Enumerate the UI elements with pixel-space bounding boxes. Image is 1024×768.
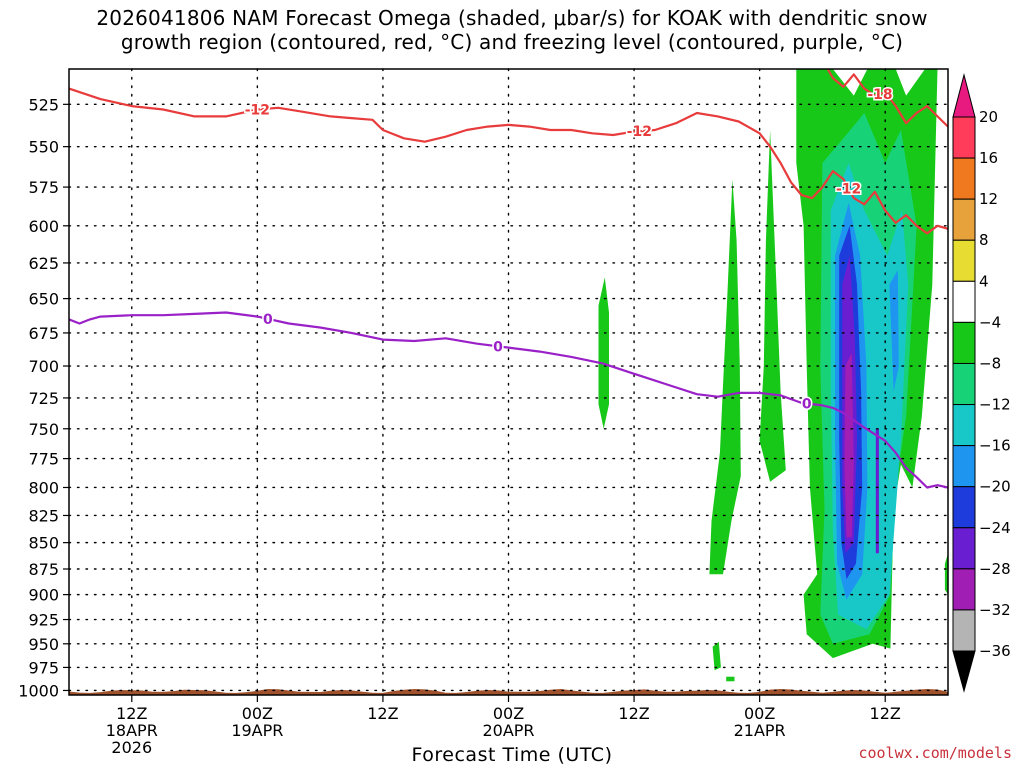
isotherm-minus12 [69,87,948,235]
colorbar-label-5: −4 [979,313,1001,331]
terrain [69,689,948,695]
gridlines [68,68,949,696]
ytick-label-950: 950 [28,635,59,654]
isotherm-minus18-label-0: -18 [867,87,892,103]
ytick-label-800: 800 [28,478,59,497]
ytick-label-825: 825 [28,506,59,525]
terrain-strip [69,689,948,695]
chart-title: 2026041806 NAM Forecast Omega (shaded, μ… [0,6,1024,54]
colorbar-top-arrow [952,73,976,118]
colorbar-label-7: −12 [979,396,1011,414]
colorbar-bin-0 [952,116,976,159]
colorbar-label-2: 12 [979,190,998,208]
colorbar-label-4: 4 [979,272,989,290]
colorbar-bin-9 [952,486,976,529]
omega-region-14 [944,553,948,595]
xtick-label-66-2: 21APR [734,721,786,740]
ytick-label-550: 550 [28,138,59,157]
colorbar-bin-6 [952,362,976,406]
isotherm-minus18 [826,69,948,128]
ytick-label-725: 725 [28,389,59,408]
colorbar-bin-10 [952,527,976,570]
omega-region-9 [889,270,899,392]
colorbar-bin-11 [952,568,976,611]
colorbar-label-11: −28 [979,560,1011,578]
colorbar-bin-1 [952,157,976,200]
ytick-label-525: 525 [28,95,59,114]
colorbar-bin-3 [952,239,976,282]
ytick-label-925: 925 [28,611,59,630]
colorbar-label-8: −16 [979,437,1011,455]
ytick-label-575: 575 [28,178,59,197]
ytick-label-975: 975 [28,658,59,677]
omega-region-12 [844,352,854,538]
ytick-label-625: 625 [28,254,59,273]
omega-region-0 [598,277,609,429]
colorbar-label-12: −32 [979,601,1011,619]
xtick-label-6-2: 18APR [106,721,158,740]
xtick-label-54-1: 12Z [618,704,649,723]
omega-region-13 [875,428,879,554]
omega-region-4 [726,676,735,682]
freezing-level-label-0: 0 [263,312,273,328]
xtick-label-6-3: 2026 [111,738,152,757]
colorbar-bin-7 [952,404,976,447]
xtick-label-78-1: 12Z [870,704,901,723]
credit-link[interactable]: coolwx.com/models [858,744,1012,762]
colorbar: 20 16 12 8 4 −4 −8 −12 −16 −20 −24 −28 −32 −36 [952,73,1011,693]
xtick-label-30-1: 12Z [367,704,398,723]
title-line-1: 2026041806 NAM Forecast Omega (shaded, μ… [96,6,928,30]
colorbar-label-9: −20 [979,478,1011,496]
colorbar-bin-4 [952,280,976,323]
omega-region-2 [759,130,786,482]
axes: 525 550 575 600 625 650 675 700 725 750 775 800 825 8… [18,68,949,757]
freezing-level-label-2: 0 [802,397,812,413]
ytick-label-700: 700 [28,357,59,376]
isotherm-minus12-label-0: -12 [245,103,270,119]
freezing-level-label-1: 0 [493,339,503,355]
colorbar-bin-8 [952,445,976,488]
xtick-label-66-1: 00Z [744,704,775,723]
colorbar-bin-5 [952,321,976,364]
colorbar-label-13: −36 [979,642,1011,660]
ytick-label-650: 650 [28,290,59,309]
title-line-2: growth region (contoured, red, °C) and f… [120,30,904,54]
isotherm-minus12-label-1: -12 [627,124,652,140]
ytick-label-775: 775 [28,450,59,469]
colorbar-label-1: 16 [979,149,998,167]
ytick-label-850: 850 [28,534,59,553]
omega-shading [598,69,948,682]
colorbar-label-6: −8 [979,354,1001,372]
ytick-label-750: 750 [28,420,59,439]
xtick-label-18-2: 19APR [231,721,283,740]
xtick-label-6-1: 12Z [116,704,147,723]
x-axis-label: Forecast Time (UTC) [411,744,613,766]
colorbar-bin-2 [952,198,976,241]
omega-region-1 [709,179,741,575]
colorbar-label-10: −24 [979,519,1011,537]
colorbar-bin-12 [952,609,976,652]
xtick-label-42-2: 20APR [482,721,534,740]
xtick-label-18-1: 00Z [242,704,273,723]
ytick-label-875: 875 [28,560,59,579]
isotherm-minus12-label-2: -12 [836,182,861,198]
freezing-level [69,311,948,489]
colorbar-label-0: 20 [979,108,998,126]
colorbar-bottom-arrow [952,650,976,693]
ytick-label-900: 900 [28,586,59,605]
omega-region-3 [712,641,721,671]
ytick-label-675: 675 [28,324,59,343]
ytick-label-600: 600 [28,217,59,236]
contour-lines: -12 -12 -12 -18 0 0 0 [69,69,948,489]
colorbar-label-3: 8 [979,231,989,249]
xtick-label-42-1: 00Z [493,704,524,723]
ytick-label-1000: 1000 [18,681,59,700]
